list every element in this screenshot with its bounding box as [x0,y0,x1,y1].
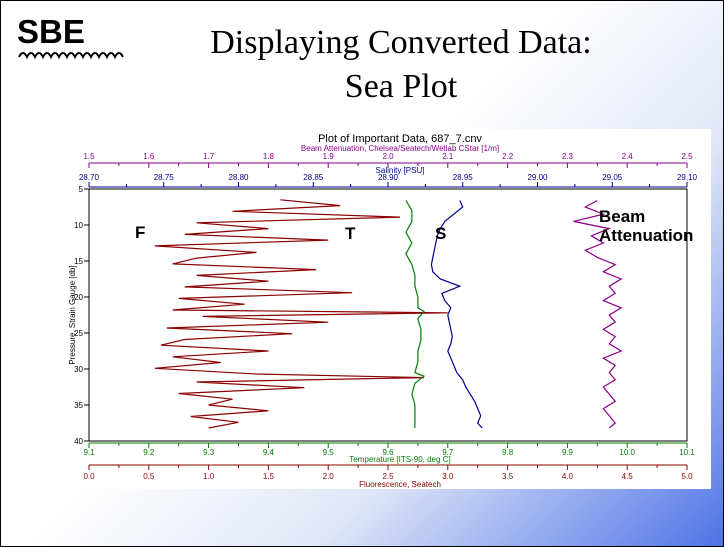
series-line-f [154,199,448,429]
y-axis-tick-label: 5 [79,185,84,194]
bottom-axis-1-tick-label: 9.5 [323,448,335,457]
chart-svg: Plot of Important Data, 687_7.cnv 1.5 1.6 1… [68,133,698,489]
slide-title: Displaying Converted Data: Sea Plot [131,21,671,109]
bottom-axis-2-title: Fluorescence, Seatech [359,480,441,489]
bottom-axis-2-tick-label: 4.5 [622,472,634,481]
top-axis-2-tick-label: 28.90 [378,173,399,182]
top-axis-2-tick-label: 29.00 [527,173,548,182]
y-axis-tick-label: 10 [74,221,83,230]
top-axis-1-tick-label: 2.2 [502,152,514,161]
top-axis-2-tick-label: 28.70 [79,173,100,182]
bottom-axis-1-tick-label: 9.6 [382,448,394,457]
top-axis-1-tick-label: 1.9 [323,152,335,161]
top-axis-2-tick-label: 28.80 [228,173,249,182]
y-axis-tick-label: 35 [74,401,83,410]
bottom-axis-1-tick-label: 9.3 [203,448,215,457]
top-axis-1-tick-label: 2.5 [681,152,693,161]
top-axis-1-tick-label: 2.3 [562,152,574,161]
top-axis-2-tick-label: 29.05 [602,173,623,182]
y-axis-title: Pressure, Strain Gauge [db] [68,265,77,364]
top-axis-2-tick-label: 28.75 [154,173,175,182]
bottom-axis-2-tick-label: 2.5 [382,472,394,481]
top-axis-1-tick-label: 2.0 [382,152,394,161]
y-axis-tick-label: 15 [74,257,83,266]
bottom-axis-1-tick-label: 9.7 [442,448,454,457]
bottom-axis-1-tick-label: 9.2 [143,448,155,457]
bottom-axis-2-tick-label: 0.0 [83,472,95,481]
series-line-t [405,200,426,428]
bottom-axis-2-tick-label: 0.5 [143,472,155,481]
top-axis-2-tick-label: 28.85 [303,173,324,182]
label-s: S [435,224,447,243]
bottom-axis-1-tick-label: 9.8 [502,448,514,457]
bottom-axis-2-tick-label: 2.0 [323,472,335,481]
top-axis-2-title: Salinity [PSU] [376,166,425,175]
plot-frame [88,188,688,442]
series-line-s [430,200,483,429]
label-t: T [345,224,356,243]
slide-title-line-2: Sea Plot [344,68,458,105]
bottom-axis-1-tick-label: 9.1 [83,448,95,457]
bottom-axis-2-tick-label: 1.0 [203,472,215,481]
bottom-axis-2-tick-label: 4.0 [562,472,574,481]
slide-title-line-1: Displaying Converted Data: [210,24,592,61]
y-axis-tick-label: 40 [74,437,83,446]
top-axis-1-tick-label: 1.7 [203,152,215,161]
label-beam-attenuation: Beam Attenuation [599,207,694,245]
y-axis-tick-label: 30 [74,365,83,374]
logo-text: SBE [17,13,85,50]
bottom-axis-2-tick-label: 3.0 [442,472,454,481]
series-line-beam-attenuation [573,199,623,429]
chart-title: Plot of Important Data, 687_7.cnv [318,133,482,145]
bottom-axis-2-tick-label: 5.0 [681,472,693,481]
bottom-axis-1-title: Temperature [ITS-90, deg C] [349,455,450,464]
bottom-axis-1-tick-label: 10.0 [619,448,635,457]
bottom-axis-2-tick-label: 1.5 [263,472,275,481]
y-axis-tick-label: 25 [74,329,83,338]
top-axis-1-tick-label: 2.1 [442,152,454,161]
top-axis-1-tick-label: 1.6 [143,152,155,161]
label-f: F [135,223,146,242]
logo-waves-icon [18,52,124,60]
top-axis-1-title: Beam Attenuation, Chelsea/Seatech/Wetlab… [301,144,499,153]
bottom-axis-1-tick-label: 10.1 [679,448,695,457]
bottom-axis-1-tick-label: 9.9 [562,448,574,457]
top-axis-2-tick-label: 29.10 [677,173,698,182]
sbe-logo: SBE [17,13,124,60]
bottom-axis-1-tick-label: 9.4 [263,448,275,457]
top-axis-1-tick-label: 2.4 [622,152,634,161]
top-axis-1-tick-label: 1.8 [263,152,275,161]
top-axis-2-tick-label: 28.95 [453,173,474,182]
y-axis-tick-label: 20 [74,293,83,302]
bottom-axis-2-tick-label: 3.5 [502,472,514,481]
sea-plot-chart: Plot of Important Data, 687_7.cnv 1.5 1.6 1… [65,129,711,489]
top-axis-1-tick-label: 1.5 [83,152,95,161]
